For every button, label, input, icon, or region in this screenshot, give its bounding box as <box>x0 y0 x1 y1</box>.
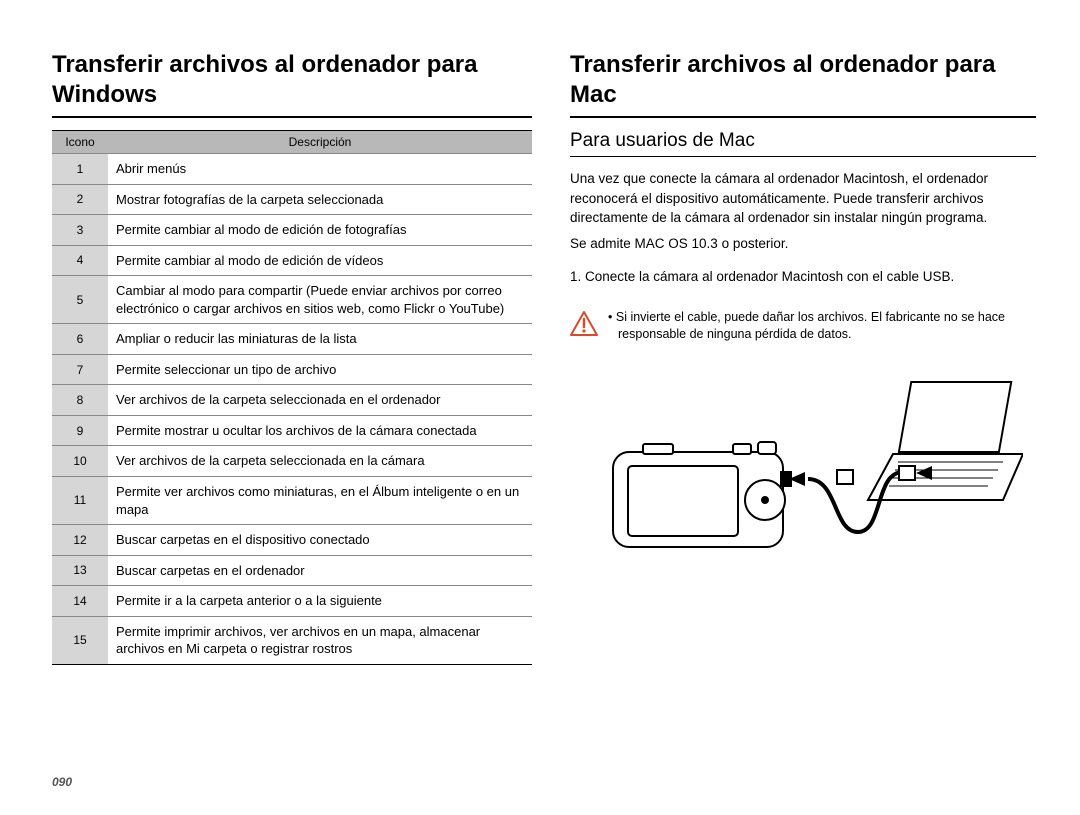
row-description: Ver archivos de la carpeta seleccionada … <box>108 446 532 477</box>
row-number: 12 <box>52 525 108 556</box>
row-number: 9 <box>52 415 108 446</box>
row-number: 11 <box>52 477 108 525</box>
row-description: Permite seleccionar un tipo de archivo <box>108 354 532 385</box>
row-number: 5 <box>52 276 108 324</box>
row-description: Permite mostrar u ocultar los archivos d… <box>108 415 532 446</box>
row-number: 1 <box>52 154 108 185</box>
usb-illustration <box>570 372 1036 567</box>
table-row: 13Buscar carpetas en el ordenador <box>52 555 532 586</box>
table-row: 12Buscar carpetas en el dispositivo cone… <box>52 525 532 556</box>
title-left: Transferir archivos al ordenador para Wi… <box>52 50 532 118</box>
row-description: Permite imprimir archivos, ver archivos … <box>108 616 532 664</box>
table-row: 1Abrir menús <box>52 154 532 185</box>
row-number: 8 <box>52 385 108 416</box>
row-number: 3 <box>52 215 108 246</box>
col-header-descripcion: Descripción <box>108 131 532 154</box>
warning-icon <box>570 311 600 342</box>
row-description: Ampliar o reducir las miniaturas de la l… <box>108 324 532 355</box>
table-row: 2Mostrar fotografías de la carpeta selec… <box>52 184 532 215</box>
warning-text-body: Si invierte el cable, puede dañar los ar… <box>616 310 1005 342</box>
row-number: 4 <box>52 245 108 276</box>
table-row: 14Permite ir a la carpeta anterior o a l… <box>52 586 532 617</box>
row-number: 10 <box>52 446 108 477</box>
row-description: Permite ver archivos como miniaturas, en… <box>108 477 532 525</box>
warning-block: • Si invierte el cable, puede dañar los … <box>570 309 1036 344</box>
row-number: 6 <box>52 324 108 355</box>
row-number: 2 <box>52 184 108 215</box>
row-description: Buscar carpetas en el ordenador <box>108 555 532 586</box>
table-row: 4Permite cambiar al modo de edición de v… <box>52 245 532 276</box>
row-description: Mostrar fotografías de la carpeta selecc… <box>108 184 532 215</box>
row-description: Buscar carpetas en el dispositivo conect… <box>108 525 532 556</box>
title-right: Transferir archivos al ordenador para Ma… <box>570 50 1036 118</box>
row-description: Permite cambiar al modo de edición de fo… <box>108 215 532 246</box>
row-description: Cambiar al modo para compartir (Puede en… <box>108 276 532 324</box>
row-number: 15 <box>52 616 108 664</box>
row-description: Permite ir a la carpeta anterior o a la … <box>108 586 532 617</box>
warning-text: • Si invierte el cable, puede dañar los … <box>608 309 1036 344</box>
table-row: 10Ver archivos de la carpeta seleccionad… <box>52 446 532 477</box>
col-header-icono: Icono <box>52 131 108 154</box>
table-row: 15Permite imprimir archivos, ver archivo… <box>52 616 532 664</box>
row-number: 13 <box>52 555 108 586</box>
row-number: 7 <box>52 354 108 385</box>
table-row: 9Permite mostrar u ocultar los archivos … <box>52 415 532 446</box>
mac-paragraph-2: Se admite MAC OS 10.3 o posterior. <box>570 234 1036 254</box>
page-number: 090 <box>52 775 72 789</box>
mac-step-1: 1. Conecte la cámara al ordenador Macint… <box>570 267 1036 287</box>
row-number: 14 <box>52 586 108 617</box>
table-row: 5Cambiar al modo para compartir (Puede e… <box>52 276 532 324</box>
row-description: Permite cambiar al modo de edición de ví… <box>108 245 532 276</box>
icon-table: Icono Descripción 1Abrir menús2Mostrar f… <box>52 130 532 665</box>
table-row: 6Ampliar o reducir las miniaturas de la … <box>52 324 532 355</box>
table-row: 8Ver archivos de la carpeta seleccionada… <box>52 385 532 416</box>
table-row: 3Permite cambiar al modo de edición de f… <box>52 215 532 246</box>
table-row: 7Permite seleccionar un tipo de archivo <box>52 354 532 385</box>
mac-paragraph-1: Una vez que conecte la cámara al ordenad… <box>570 169 1036 228</box>
row-description: Abrir menús <box>108 154 532 185</box>
table-row: 11Permite ver archivos como miniaturas, … <box>52 477 532 525</box>
subtitle-mac: Para usuarios de Mac <box>570 130 1036 157</box>
row-description: Ver archivos de la carpeta seleccionada … <box>108 385 532 416</box>
